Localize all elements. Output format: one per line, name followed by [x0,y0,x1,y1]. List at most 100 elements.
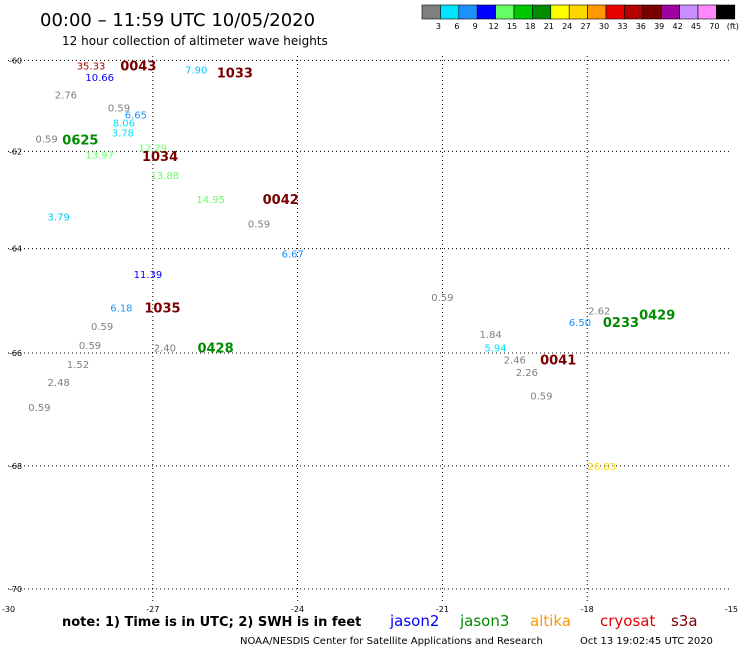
colorbar-label: 36 [636,22,646,31]
satellite-legend-item: s3a [671,612,698,630]
colorbar-label: 15 [507,22,517,31]
colorbar-swatch [660,4,680,20]
wave-height-value: 2.40 [154,344,176,355]
colorbar-label: 30 [599,22,609,31]
footer-note: note: 1) Time is in UTC; 2) SWH is in fe… [62,615,361,630]
wave-height-value: 0.59 [530,391,552,402]
satellite-legend-item: jason2 [389,612,439,630]
colorbar-swatch [679,4,699,20]
pass-time-label: 0233 [603,316,639,331]
wave-height-value: 0.59 [35,134,57,145]
wave-height-value: 6.67 [282,250,304,261]
wave-height-value: 5.94 [484,344,506,355]
colorbar-legend: 3 6 9 12 15 18 21 24 27 30 33 36 39 42 45 70 (ft) [421,4,739,31]
colorbar-swatch [624,4,644,20]
wave-height-observations: 35.3310.662.760.596.658.063.7812.2913.97… [28,61,616,473]
longitude-tick-label: -24 [291,605,304,614]
colorbar-label: 39 [654,22,664,31]
colorbar-swatch [697,4,717,20]
wave-height-value: 11.39 [134,270,163,281]
footer-credit: NOAA/NESDIS Center for Satellite Applica… [240,636,543,647]
colorbar-label: 27 [581,22,591,31]
colorbar-swatch [532,4,552,20]
colorbar-swatch [568,4,588,20]
colorbar-label: 9 [473,22,478,31]
satellite-legend-item: jason3 [459,612,509,630]
wave-height-value: 12.29 [138,144,167,155]
page-subtitle: 12 hour collection of altimeter wave hei… [62,34,328,48]
longitude-tick-label: -18 [581,605,594,614]
wave-height-value: 1.52 [67,360,89,371]
wave-height-value: 0.59 [431,293,453,304]
wave-height-value: 13.97 [85,151,114,162]
colorbar-swatch [476,4,496,20]
colorbar-label: 42 [673,22,683,31]
colorbar-swatch [605,4,625,20]
wave-height-value: 10.66 [85,73,114,84]
wave-height-value: 2.46 [504,355,526,366]
wave-height-value: 8.06 [113,119,135,130]
wave-height-value: 0.59 [248,220,270,231]
colorbar-swatch [495,4,515,20]
graticule [8,56,732,602]
colorbar-label: 45 [691,22,701,31]
wave-height-value: 2.48 [48,378,70,389]
colorbar-label: 18 [525,22,535,31]
colorbar-swatch [587,4,607,20]
wave-height-value: 6.50 [569,318,591,329]
wave-height-value: 14.95 [196,195,225,206]
wave-height-value: 7.90 [185,66,207,77]
colorbar-label: 3 [436,22,441,31]
pass-time-label: 0429 [639,308,675,323]
colorbar-swatch [642,4,662,20]
pass-time-label: 0625 [62,134,98,149]
latitude-tick-label: -62 [9,147,22,156]
wave-height-value: 1.84 [480,330,502,341]
wave-height-value: 0.59 [108,103,130,114]
colorbar-label: 6 [454,22,459,31]
pass-time-label: 0428 [197,342,233,357]
pass-time-label: 1034 [142,150,178,165]
colorbar-swatch [716,4,736,20]
latitude-tick-label: -66 [9,349,22,358]
satellite-pass-labels: 0043 1033 0625 1034 0042 1035 0428 0041 0233 0429 [62,60,675,369]
latitude-tick-label: -68 [9,462,22,471]
colorbar-swatch [440,4,460,20]
satellite-legend-item: altika [530,612,571,630]
longitude-tick-label: -15 [725,605,738,614]
satellite-legend-item: cryosat [600,612,655,630]
longitude-tick-label: -27 [146,605,159,614]
wave-height-value: 2.26 [516,368,538,379]
latitude-tick-label: -70 [9,585,22,594]
latitude-axis: -60 -62 -64 -66 -68 -70 [9,56,22,594]
pass-time-label: 0043 [120,60,156,75]
pass-time-label: 1033 [217,66,253,81]
map-plot-area: -60 -62 -64 -66 -68 -70 -30 -27 -24 -21 -18 -15 35… [2,56,738,614]
wave-height-value: 26.83 [587,462,616,473]
colorbar-label: 33 [617,22,627,31]
wave-height-value: 3.79 [48,212,70,223]
wave-height-value: 6.65 [125,110,147,121]
colorbar-label: 21 [544,22,554,31]
wave-height-value: 6.18 [110,304,132,315]
wave-height-value: 0.59 [28,403,50,414]
colorbar-swatch [458,4,478,20]
longitude-tick-label: -30 [2,605,15,614]
footer-timestamp: Oct 13 19:02:45 UTC 2020 [580,636,713,647]
wave-height-value: 13.88 [151,171,180,182]
wave-height-value: 0.59 [79,341,101,352]
wave-height-value: 2.76 [55,90,77,101]
colorbar-swatch [550,4,570,20]
colorbar-label: (ft) [727,22,739,31]
colorbar-swatch [421,4,441,20]
longitude-axis: -30 -27 -24 -21 -18 -15 [2,605,738,614]
colorbar-label: 12 [489,22,499,31]
pass-time-label: 0041 [540,353,576,368]
pass-time-label: 1035 [144,302,180,317]
colorbar-swatch [513,4,533,20]
wave-height-value: 0.59 [91,322,113,333]
page-title: 00:00 – 11:59 UTC 10/05/2020 [40,10,315,31]
colorbar-label: 24 [562,22,572,31]
pass-time-label: 0042 [263,193,299,208]
